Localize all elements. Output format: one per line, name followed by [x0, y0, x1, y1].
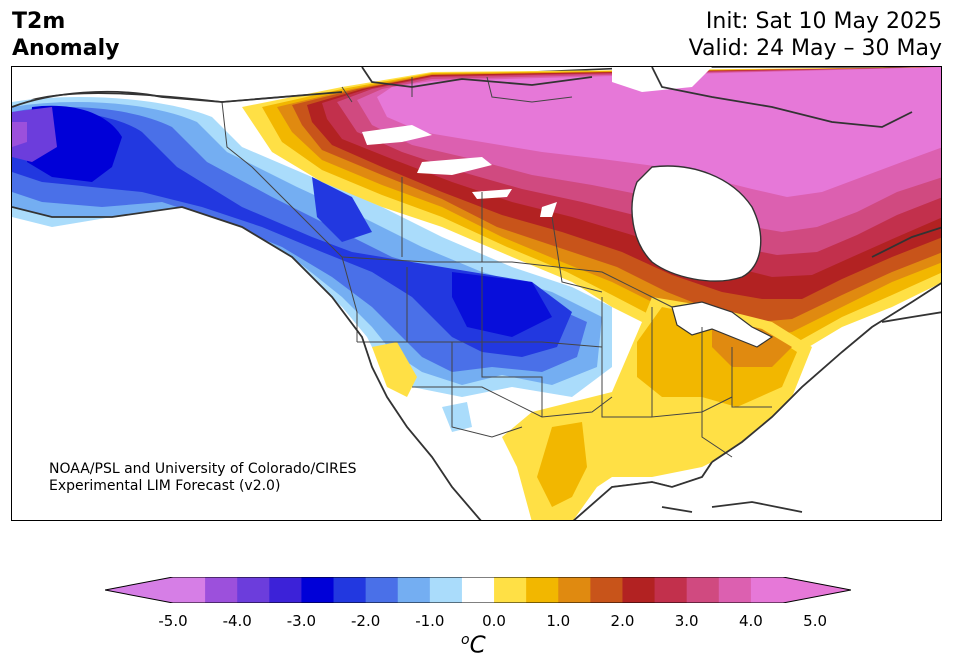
colorbar-extend-low: [105, 577, 173, 603]
colorbar-extend-high: [783, 577, 851, 603]
tick-label: -4.0: [222, 612, 252, 630]
colorbar-swatch: [590, 577, 623, 603]
tick-label: 5.0: [803, 612, 828, 630]
colorbar-swatch: [333, 577, 367, 603]
valid-range: Valid: 24 May – 30 May: [688, 36, 942, 61]
colorbar-ticks: -5.0 -4.0 -3.0 -2.0 -1.0 0.0 1.0 2.0 3.0…: [0, 612, 954, 632]
forecast-dates: Init: Sat 10 May 2025 Valid: 24 May – 30…: [689, 8, 942, 62]
colorbar-swatch: [397, 577, 431, 603]
colorbar-swatch: [301, 577, 335, 603]
unit-letter: C: [469, 632, 486, 659]
colorbar-swatch: [237, 577, 270, 603]
tick-label: 2.0: [610, 612, 635, 630]
anomaly-map: [11, 66, 942, 521]
colorbar-swatch: [622, 577, 656, 603]
tick-label: -5.0: [158, 612, 188, 630]
title-line-2: Anomaly: [12, 36, 120, 61]
unit-superscript: o: [461, 632, 470, 648]
tick-label: 3.0: [674, 612, 699, 630]
colorbar-swatch: [494, 577, 527, 603]
colorbar-swatch: [205, 577, 238, 603]
colorbar-unit: oC: [461, 632, 486, 659]
tick-label: 1.0: [546, 612, 571, 630]
colorbar-swatch: [269, 577, 302, 603]
colorbar-swatch: [686, 577, 720, 603]
init-date: Init: Sat 10 May 2025: [705, 9, 942, 34]
tick-label: -1.0: [415, 612, 445, 630]
tick-label: -3.0: [286, 612, 317, 630]
colorbar-swatch: [429, 577, 463, 603]
colorbar-swatch: [526, 577, 559, 603]
colorbar-swatch: [654, 577, 688, 603]
credit-line-2: Experimental LIM Forecast (v2.0): [49, 478, 281, 494]
cold-anomaly: [12, 97, 612, 397]
coastlines: [12, 67, 941, 520]
colorbar-swatch: [365, 577, 399, 603]
map-canvas: [12, 67, 941, 520]
tick-label: -2.0: [350, 612, 381, 630]
tick-label: 4.0: [738, 612, 763, 630]
warm-anomaly-north: [242, 67, 941, 367]
title-line-1: T2m: [12, 9, 66, 34]
map-title: T2m Anomaly: [12, 8, 119, 62]
credit-line-1: NOAA/PSL and University of Colorado/CIRE…: [49, 461, 357, 477]
tick-label: 0.0: [482, 612, 506, 630]
colorbar-swatch: [173, 577, 206, 603]
colorbar-swatch: [558, 577, 591, 603]
political-borders: [221, 76, 772, 458]
colorbar-swatch: [718, 577, 752, 603]
colorbar-swatch: [461, 577, 495, 603]
colorbar: [105, 577, 851, 603]
water-bodies: [12, 67, 941, 520]
credit-text: NOAA/PSL and University of Colorado/CIRE…: [49, 461, 357, 495]
colorbar-swatch: [750, 577, 784, 603]
